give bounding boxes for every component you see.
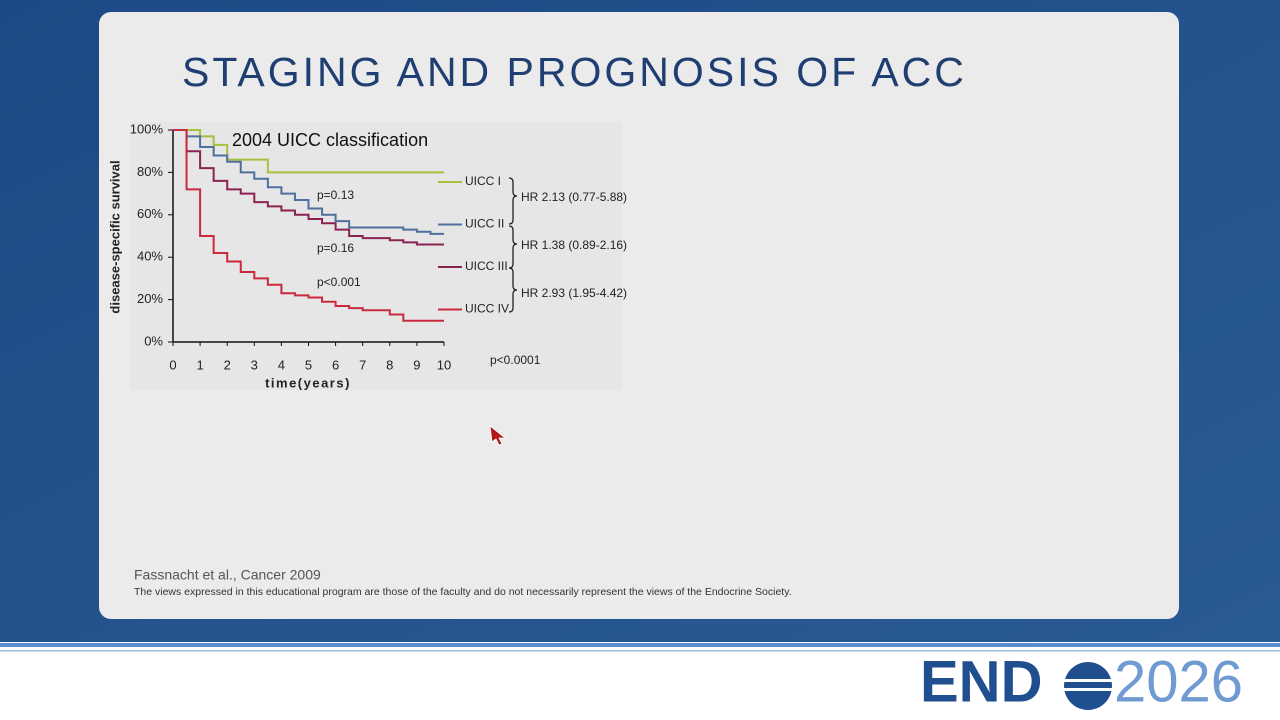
x-tick-label: 1 <box>196 357 203 372</box>
slide-title: STAGING AND PROGNOSIS OF ACC <box>182 49 967 95</box>
survival-curve <box>173 129 444 246</box>
y-tick-label: 80% <box>137 164 163 179</box>
brace <box>508 267 518 313</box>
x-tick-label: 3 <box>251 357 258 372</box>
brace <box>508 177 518 225</box>
disclaimer: The views expressed in this educational … <box>134 586 792 598</box>
logo-year: 2026 <box>1114 649 1243 714</box>
mouse-cursor <box>489 425 507 446</box>
x-tick-label: 8 <box>386 357 393 372</box>
logo-text: END <box>920 649 1042 714</box>
footer-rule <box>0 643 1280 647</box>
annotation: HR 2.93 (1.95-4.42) <box>521 286 627 300</box>
x-tick-label: 10 <box>437 357 451 372</box>
x-tick-label: 2 <box>224 357 231 372</box>
y-tick-label: 40% <box>137 249 163 264</box>
annotation: p<0.001 <box>317 275 361 289</box>
y-tick-label: 100% <box>130 121 164 136</box>
chart-image <box>130 122 622 390</box>
legend-label: UICC I <box>465 174 501 188</box>
chart-title: 2004 UICC classification <box>232 130 428 150</box>
x-tick-label: 9 <box>413 357 420 372</box>
y-tick-label: 20% <box>137 291 163 306</box>
x-tick-label: 6 <box>332 357 339 372</box>
x-axis-label: time(years) <box>265 375 351 390</box>
survival-curve <box>173 129 444 322</box>
brace <box>508 225 518 269</box>
survival-curve <box>173 129 444 174</box>
logo-globe <box>1062 662 1114 710</box>
x-tick-label: 7 <box>359 357 366 372</box>
legend-label: UICC III <box>465 259 508 273</box>
legend-label: UICC II <box>465 217 504 231</box>
x-tick-label: 5 <box>305 357 312 372</box>
annotation: p=0.13 <box>317 188 354 202</box>
chart: 0% 20% 40% 60% 80% 100% 0 1 2 3 4 5 6 7 8 9 10 time(years… <box>107 121 627 390</box>
citation: Fassnacht et al., Cancer 2009 <box>134 567 321 583</box>
legend-label: UICC IV <box>465 302 509 316</box>
y-tick-label: 60% <box>137 206 163 221</box>
annotation: p=0.16 <box>317 241 354 255</box>
annotation: p<0.0001 <box>490 353 541 367</box>
y-tick-label: 0% <box>144 333 163 348</box>
footer-rule <box>0 650 1280 652</box>
y-axis-label: disease-specific survival <box>107 160 122 313</box>
annotation: HR 2.13 (0.77-5.88) <box>521 190 627 204</box>
x-tick-label: 4 <box>278 357 285 372</box>
x-tick-label: 0 <box>169 357 176 372</box>
survival-curve <box>173 129 444 235</box>
annotation: HR 1.38 (0.89-2.16) <box>521 238 627 252</box>
